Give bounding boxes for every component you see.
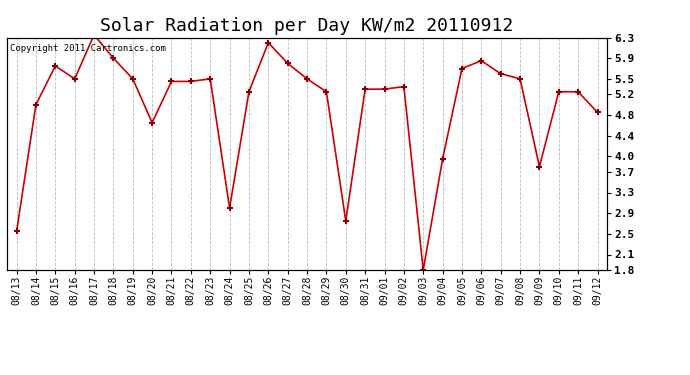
Title: Solar Radiation per Day KW/m2 20110912: Solar Radiation per Day KW/m2 20110912 [101,16,513,34]
Text: Copyright 2011 Cartronics.com: Copyright 2011 Cartronics.com [10,45,166,54]
